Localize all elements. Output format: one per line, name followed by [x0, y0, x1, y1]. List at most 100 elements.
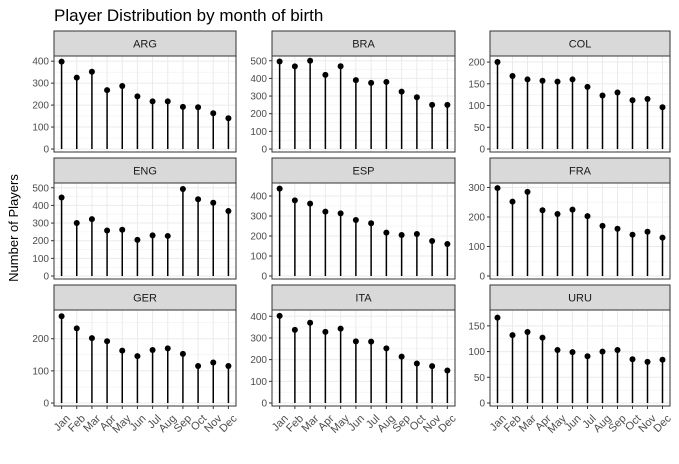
- facet-label-fra: FRA: [569, 166, 592, 178]
- panel-background: [272, 183, 455, 279]
- y-tick-label: 100: [32, 254, 49, 265]
- x-tick-label: Dec: [217, 412, 240, 435]
- panel-border: [489, 182, 671, 280]
- lollipop-point-fra: [554, 211, 561, 218]
- y-tick-label: 300: [32, 79, 49, 90]
- lollipop-point-esp: [291, 197, 298, 204]
- panel-background: [54, 183, 236, 279]
- y-tick-label: 400: [250, 74, 267, 85]
- lollipop-point-bra: [337, 63, 344, 70]
- lollipop-point-ita: [444, 367, 451, 374]
- lollipop-point-col: [539, 77, 546, 84]
- y-tick-label: 200: [32, 334, 49, 345]
- lollipop-point-ita: [352, 338, 359, 345]
- y-tick-label: 200: [250, 232, 267, 243]
- lollipop-point-fra: [659, 234, 666, 241]
- lollipop-point-esp: [444, 241, 451, 247]
- lollipop-point-col: [599, 92, 606, 99]
- panel-background: [54, 310, 236, 406]
- y-tick-label: 150: [468, 321, 485, 332]
- lollipop-point-ita: [337, 325, 344, 332]
- panel-background: [490, 183, 670, 279]
- lollipop-point-ger: [179, 350, 186, 357]
- y-tick-label: 200: [32, 236, 49, 247]
- y-tick-label: 0: [43, 399, 49, 410]
- lollipop-point-esp: [383, 229, 390, 236]
- lollipop-point-fra: [494, 185, 501, 192]
- lollipop-point-ger: [164, 345, 171, 352]
- lollipop-point-esp: [276, 185, 283, 192]
- lollipop-point-ita: [322, 328, 329, 335]
- lollipop-point-uru: [494, 314, 501, 321]
- lollipop-point-uru: [629, 356, 636, 363]
- lollipop-point-fra: [614, 225, 621, 232]
- y-tick-label: 50: [474, 123, 486, 134]
- lollipop-point-esp: [352, 217, 359, 223]
- lollipop-point-uru: [644, 358, 651, 365]
- lollipop-point-ger: [225, 363, 232, 370]
- y-tick-label: 200: [468, 58, 485, 69]
- lollipop-point-ita: [291, 326, 298, 333]
- y-tick-label: 300: [250, 212, 267, 223]
- panel-border: [53, 55, 237, 153]
- lollipop-point-arg: [119, 83, 126, 89]
- lollipop-point-esp: [368, 220, 375, 227]
- lollipop-point-col: [584, 83, 591, 90]
- facet-label-col: COL: [569, 39, 592, 51]
- lollipop-point-esp: [337, 210, 344, 217]
- lollipop-point-bra: [398, 88, 405, 95]
- facet-panels: ARG0100200300400BRA0100200300400500COL05…: [32, 30, 674, 436]
- lollipop-point-fra: [569, 206, 576, 213]
- y-tick-label: 200: [468, 212, 485, 223]
- lollipop-point-ger: [149, 346, 156, 353]
- lollipop-point-arg: [134, 93, 141, 100]
- y-tick-label: 0: [479, 399, 485, 410]
- lollipop-point-uru: [599, 348, 606, 355]
- panel-border: [53, 309, 237, 407]
- y-tick-label: 100: [468, 101, 485, 112]
- y-tick-label: 200: [250, 109, 267, 120]
- x-tick-label: Dec: [651, 412, 674, 435]
- lollipop-point-col: [509, 72, 516, 79]
- chart-title: Player Distribution by month of birth: [54, 6, 323, 25]
- y-tick-label: 50: [474, 373, 486, 384]
- lollipop-point-arg: [73, 74, 80, 81]
- x-tick-label: Dec: [436, 412, 459, 435]
- lollipop-point-fra: [524, 188, 531, 195]
- y-tick-label: 0: [43, 272, 49, 283]
- y-tick-label: 100: [250, 252, 267, 263]
- lollipop-point-uru: [524, 329, 531, 336]
- lollipop-point-fra: [509, 198, 516, 205]
- lollipop-point-col: [554, 78, 561, 85]
- lollipop-point-ita: [429, 363, 436, 370]
- facet-bra: BRA 0 100 200 300 400 500: [250, 30, 456, 156]
- lollipop-point-ger: [73, 325, 80, 332]
- lollipop-point-eng: [104, 227, 111, 234]
- y-tick-label: 100: [250, 377, 267, 388]
- lollipop-point-bra: [322, 71, 329, 78]
- lollipop-point-fra: [539, 207, 546, 214]
- panel-border: [271, 309, 456, 407]
- y-tick-label: 300: [468, 183, 485, 194]
- y-tick-label: 0: [261, 272, 267, 283]
- lollipop-point-eng: [210, 199, 217, 206]
- lollipop-point-ger: [195, 363, 202, 370]
- lollipop-point-bra: [276, 58, 283, 65]
- y-tick-label: 0: [479, 272, 485, 283]
- lollipop-point-ger: [210, 359, 217, 366]
- facet-fra: FRA 0 100 200 300: [468, 157, 671, 283]
- y-tick-label: 400: [32, 57, 49, 68]
- y-tick-label: 300: [250, 333, 267, 344]
- facet-arg: ARG 0 100 200 300 400: [32, 30, 237, 156]
- lollipop-point-eng: [134, 236, 141, 243]
- y-tick-label: 0: [261, 399, 267, 410]
- facet-label-bra: BRA: [352, 39, 375, 51]
- lollipop-point-bra: [413, 94, 420, 101]
- y-tick-label: 100: [468, 242, 485, 253]
- lollipop-point-eng: [179, 186, 186, 192]
- lollipop-point-bra: [429, 101, 436, 108]
- lollipop-point-arg: [195, 104, 202, 111]
- y-tick-label: 0: [43, 145, 49, 156]
- lollipop-point-arg: [58, 58, 65, 65]
- lollipop-point-eng: [195, 196, 202, 203]
